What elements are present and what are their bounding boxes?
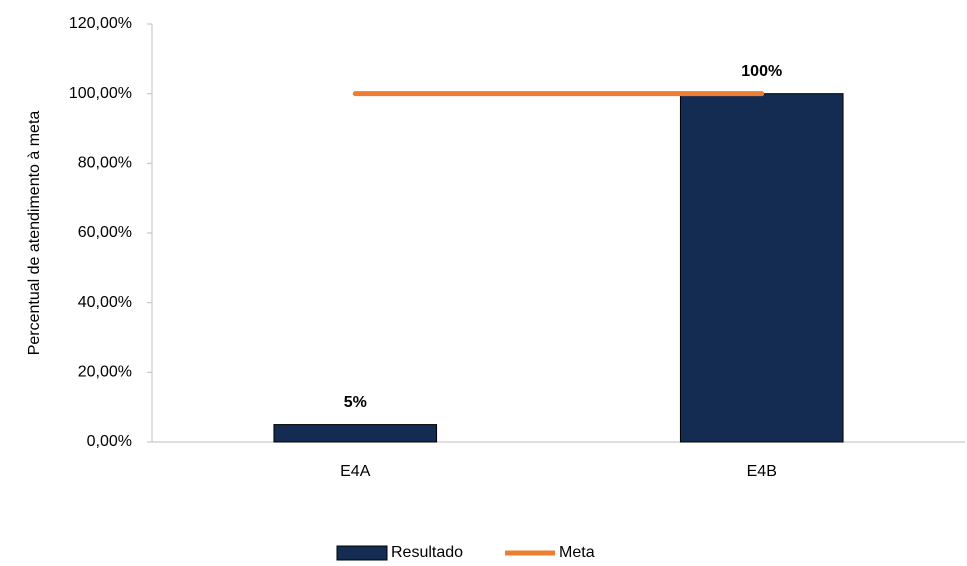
y-tick-label: 40,00% — [78, 294, 132, 311]
y-tick-label: 120,00% — [69, 15, 132, 32]
y-tick-label: 100,00% — [69, 85, 132, 102]
bar — [273, 424, 438, 443]
bar — [679, 93, 844, 443]
y-tick-label: 60,00% — [78, 224, 132, 241]
y-tick-label: 0,00% — [87, 433, 132, 450]
y-tick-label: 80,00% — [78, 155, 132, 172]
y-tick-label: 20,00% — [78, 364, 132, 381]
y-axis-label: Percentual de atendimento à meta — [26, 111, 43, 356]
legend-swatch — [336, 545, 388, 561]
legend-label: Resultado — [391, 544, 463, 561]
data-label: 100% — [741, 63, 782, 80]
data-label: 5% — [344, 394, 367, 411]
x-tick-label: E4B — [747, 463, 777, 480]
x-tick-label: E4A — [340, 463, 371, 480]
legend-label: Meta — [559, 544, 595, 561]
